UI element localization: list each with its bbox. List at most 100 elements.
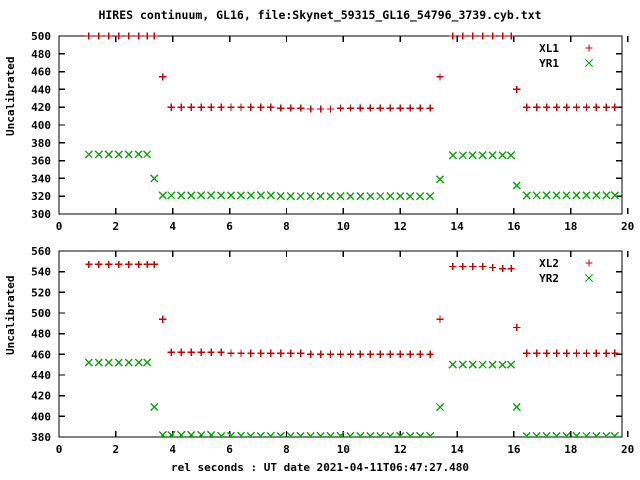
data-point	[286, 192, 295, 201]
page-title: HIRES continuum, GL16, file:Skynet_59315…	[98, 8, 542, 22]
data-point	[207, 191, 216, 200]
data-point	[498, 32, 507, 40]
data-point	[602, 431, 611, 437]
data-point	[207, 103, 215, 111]
data-point	[426, 350, 434, 358]
data-point	[498, 264, 507, 273]
data-point	[296, 431, 305, 437]
data-point	[386, 192, 395, 201]
data-point	[336, 350, 345, 358]
data-point	[150, 32, 158, 40]
y-tick-label: 440	[31, 83, 51, 96]
data-point	[316, 431, 325, 437]
data-point	[435, 402, 445, 412]
y-tick-label: 460	[31, 348, 51, 361]
x-tick-label: 8	[283, 220, 290, 233]
x-tick-label: 14	[450, 220, 464, 233]
data-point	[610, 431, 619, 437]
data-point	[562, 431, 571, 437]
data-point	[187, 348, 195, 356]
data-point	[396, 192, 405, 201]
data-point	[94, 358, 103, 367]
x-tick-label: 20	[621, 443, 634, 456]
x-tick-label: 16	[507, 443, 521, 456]
data-point	[542, 191, 551, 200]
data-point	[533, 103, 541, 111]
data-point	[267, 103, 275, 111]
data-point	[479, 262, 487, 271]
data-point	[150, 260, 158, 269]
data-point	[246, 431, 256, 437]
data-point	[84, 150, 93, 159]
data-point	[386, 350, 394, 358]
data-point	[436, 73, 444, 81]
data-point	[104, 150, 113, 159]
data-point	[114, 358, 123, 367]
x-tick-label: 8	[283, 443, 290, 456]
data-point	[207, 430, 216, 437]
data-point	[150, 402, 159, 412]
data-point	[236, 431, 246, 437]
data-point	[406, 350, 414, 358]
data-point	[143, 260, 151, 269]
data-point	[216, 191, 226, 200]
data-point	[95, 32, 103, 40]
data-point	[197, 191, 206, 200]
data-point	[376, 350, 384, 358]
data-point	[488, 360, 497, 369]
legend-marker-xl1	[585, 44, 593, 52]
data-point	[592, 191, 601, 200]
y-tick-label: 400	[31, 410, 51, 423]
series-yr2	[84, 358, 619, 437]
data-point	[513, 323, 521, 332]
data-point	[276, 192, 285, 201]
data-point	[115, 260, 123, 269]
data-point	[159, 315, 167, 323]
data-point	[217, 348, 225, 356]
data-point	[416, 350, 424, 358]
data-point	[543, 103, 551, 111]
data-point	[602, 191, 611, 200]
data-point	[366, 104, 374, 112]
y-tick-label: 480	[31, 328, 51, 341]
data-point	[507, 264, 515, 273]
data-point	[197, 430, 206, 437]
x-tick-label: 2	[113, 220, 120, 233]
x-tick-label: 2	[113, 443, 120, 456]
data-point	[396, 104, 404, 112]
data-point	[257, 103, 265, 111]
data-point	[316, 192, 325, 201]
data-point	[602, 103, 610, 111]
data-point	[158, 430, 167, 437]
data-point	[543, 349, 551, 357]
data-point	[115, 32, 123, 40]
data-point	[177, 103, 185, 111]
data-point	[356, 431, 365, 437]
data-point	[489, 32, 497, 40]
data-point	[167, 430, 176, 437]
data-point	[307, 350, 315, 358]
data-point	[468, 151, 477, 160]
data-point	[458, 151, 467, 160]
data-point	[266, 191, 275, 200]
data-point	[177, 430, 186, 437]
x-tick-label: 4	[169, 220, 176, 233]
data-point	[425, 431, 435, 437]
data-point	[542, 431, 551, 437]
data-point	[236, 191, 246, 200]
data-point	[416, 431, 425, 437]
y-tick-label: 420	[31, 101, 51, 114]
data-point	[237, 103, 245, 111]
data-point	[197, 348, 205, 356]
data-point	[449, 32, 457, 40]
data-point	[552, 431, 561, 437]
x-tick-label: 18	[564, 443, 577, 456]
y-tick-label: 360	[31, 155, 51, 168]
data-point	[227, 349, 235, 357]
data-point	[125, 260, 133, 269]
data-point	[114, 150, 123, 159]
data-point	[326, 350, 335, 358]
y-tick-label: 320	[31, 190, 51, 203]
data-point	[522, 191, 531, 200]
legend-label-xl1: XL1	[539, 42, 559, 55]
